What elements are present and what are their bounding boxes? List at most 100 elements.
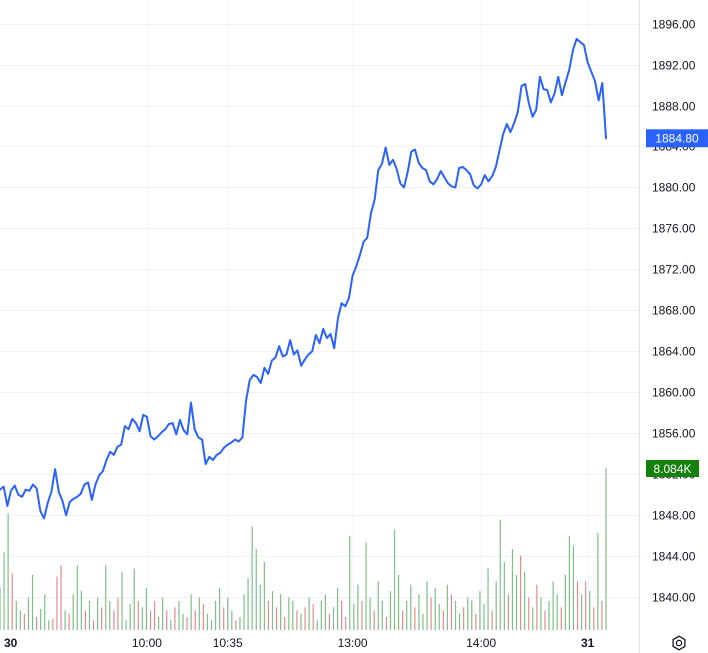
volume-bar	[471, 600, 473, 630]
volume-badge	[646, 460, 699, 477]
volume-bar	[194, 610, 196, 630]
volume-bar	[243, 594, 245, 630]
gear-icon[interactable]	[669, 633, 689, 653]
volume-bar	[158, 617, 160, 630]
y-tick-label: 1872.00	[652, 263, 696, 277]
volume-bar	[227, 597, 229, 630]
volume-bar	[235, 620, 237, 630]
y-tick-label: 1892.00	[652, 59, 696, 73]
volume-bar	[576, 581, 579, 630]
y-tick-label: 1840.00	[652, 591, 696, 605]
volume-bar	[145, 587, 148, 630]
volume-bar	[170, 620, 172, 630]
volume-bar	[524, 571, 526, 630]
volume-bar	[487, 568, 489, 630]
volume-bar	[426, 581, 428, 630]
volume-bar	[92, 620, 95, 630]
volume-bar	[422, 613, 424, 630]
volume-bar	[511, 549, 514, 630]
volume-bar	[349, 536, 351, 630]
volume-bar	[597, 532, 599, 630]
volume-bar	[389, 591, 392, 630]
volume-bar	[589, 591, 591, 630]
volume-bar	[369, 597, 371, 630]
y-tick-label: 1856.00	[652, 427, 696, 441]
volume-bar	[68, 613, 70, 630]
axis-badges: 1884.80 8.084K	[646, 129, 708, 477]
volume-bar	[483, 604, 485, 630]
volume-bar	[271, 591, 274, 630]
volume-label: 8.084K	[653, 462, 691, 476]
volume-bar	[341, 600, 343, 630]
volume-bar	[499, 519, 501, 630]
volume-bar	[36, 617, 38, 630]
volume-bar	[353, 604, 355, 630]
volume-bar	[153, 600, 156, 630]
volume-bar	[251, 526, 253, 630]
volume-bar	[31, 574, 34, 630]
volume-bar	[48, 620, 50, 630]
volume-bar	[44, 594, 46, 630]
volume-bar	[560, 607, 562, 630]
volume-bar	[540, 597, 542, 630]
volume-bar	[556, 594, 558, 630]
volume-bar	[7, 513, 9, 630]
volume-bar	[137, 600, 139, 630]
y-tick-label: 1876.00	[652, 222, 696, 236]
volume-bar	[536, 584, 538, 630]
x-tick-label: 10:35	[213, 636, 243, 650]
volume-bar	[166, 610, 168, 630]
x-tick-label: 10:00	[132, 636, 162, 650]
volume-bar	[113, 610, 115, 630]
volume-bar	[214, 600, 217, 630]
volume-bar	[267, 600, 270, 630]
volume-bar	[296, 610, 298, 630]
volume-bar	[479, 591, 481, 630]
volume-bar	[76, 565, 78, 630]
volume-bar	[515, 574, 518, 630]
volume-bar	[239, 617, 241, 630]
price-axis[interactable]: 1840.001844.001848.001852.001856.001860.…	[652, 18, 696, 605]
time-axis[interactable]: 30 10:00 10:35 13:00 14:00 31	[4, 636, 595, 650]
volume-bars	[0, 468, 607, 630]
volume-bar	[3, 552, 5, 630]
volume-bar	[507, 594, 509, 630]
volume-bar	[418, 594, 420, 630]
volume-bar	[446, 584, 448, 630]
volume-bar	[430, 597, 432, 630]
volume-bar	[442, 610, 444, 630]
volume-bar	[593, 607, 595, 630]
volume-bar	[56, 576, 58, 630]
y-tick-label: 1888.00	[652, 100, 696, 114]
volume-bar	[40, 608, 42, 630]
volume-bar	[149, 610, 152, 630]
volume-bar	[519, 555, 522, 630]
volume-bar	[316, 620, 318, 630]
volume-bar	[72, 594, 74, 630]
volume-bar	[52, 618, 54, 630]
volume-bar	[210, 620, 213, 630]
volume-bar	[219, 587, 221, 630]
x-tick-label: 13:00	[338, 636, 368, 650]
volume-bar	[336, 587, 339, 630]
volume-bar	[133, 568, 135, 630]
volume-bar	[393, 529, 396, 630]
volume-bar	[552, 581, 554, 630]
volume-bar	[568, 536, 570, 630]
volume-bar	[345, 617, 347, 630]
volume-bar	[377, 581, 379, 630]
volume-bar	[292, 600, 294, 630]
volume-bar	[434, 587, 436, 630]
last-price-label: 1884.80	[655, 131, 699, 145]
volume-bar	[605, 468, 607, 630]
volume-bar	[23, 613, 25, 630]
volume-bar	[275, 607, 278, 630]
y-tick-label: 1848.00	[652, 509, 696, 523]
volume-bar	[280, 594, 282, 630]
volume-bar	[64, 610, 66, 630]
volume-bar	[97, 597, 99, 630]
volume-bar	[105, 565, 107, 630]
volume-bar	[247, 578, 249, 630]
y-tick-label: 1868.00	[652, 304, 696, 318]
